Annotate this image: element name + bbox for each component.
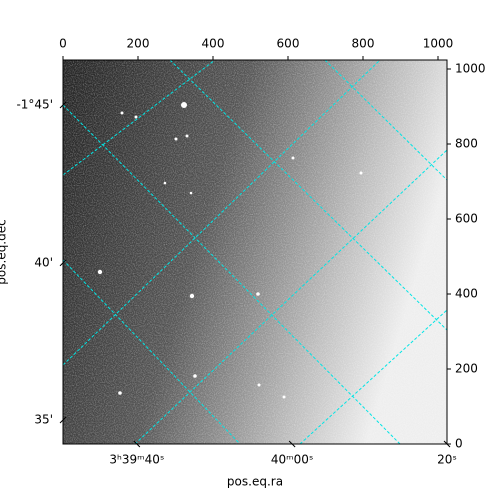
right-tick-label: 200 xyxy=(455,362,478,376)
bottom-tick-label: 3ʰ39ᵐ40ˢ xyxy=(109,453,164,467)
bottom-tick-label: 20ˢ xyxy=(437,453,457,467)
top-tick-label: 0 xyxy=(59,37,67,51)
x-axis-label: pos.eq.ra xyxy=(227,475,283,489)
left-tick-label: -1°45' xyxy=(16,98,53,112)
bottom-tick xyxy=(443,440,451,448)
left-tick-label: 40' xyxy=(34,255,53,269)
top-tick-label: 200 xyxy=(127,37,150,51)
frame xyxy=(62,59,448,445)
right-tick-label: 0 xyxy=(455,437,463,451)
right-tick-label: 1000 xyxy=(455,62,486,76)
y-axis-label: pos.eq.dec xyxy=(0,219,9,284)
bottom-tick xyxy=(133,440,141,448)
top-tick-label: 800 xyxy=(352,37,375,51)
coordinate-grid xyxy=(63,60,447,444)
top-tick-label: 400 xyxy=(202,37,225,51)
right-tick-label: 400 xyxy=(455,287,478,301)
left-tick xyxy=(59,101,67,109)
left-tick xyxy=(59,259,67,267)
right-tick-label: 800 xyxy=(455,137,478,151)
top-tick-label: 600 xyxy=(277,37,300,51)
left-tick xyxy=(59,416,67,424)
top-tick-label: 1000 xyxy=(423,37,454,51)
stars xyxy=(97,102,363,399)
left-tick-label: 35' xyxy=(34,413,53,427)
bottom-tick-label: 40ᵐ00ˢ xyxy=(271,453,314,467)
bottom-tick xyxy=(288,440,296,448)
image-noise xyxy=(63,60,447,444)
right-tick-label: 600 xyxy=(455,212,478,226)
